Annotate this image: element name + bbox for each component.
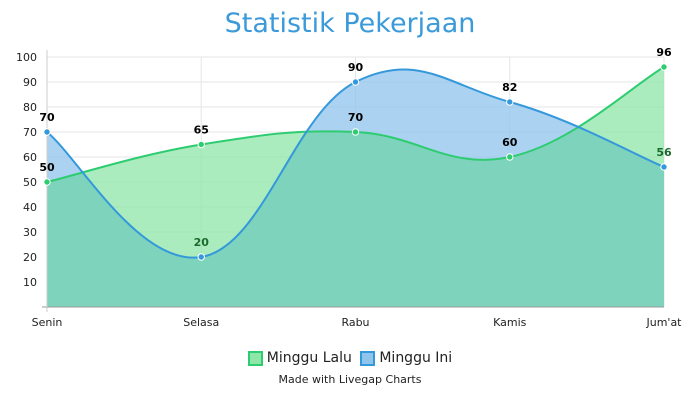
y-tick-label: 100 (16, 51, 37, 64)
y-tick-label: 50 (23, 176, 37, 189)
legend-label-minggu-lalu: Minggu Lalu (266, 350, 352, 366)
x-tick-label: Selasa (183, 316, 219, 329)
y-tick-label: 60 (23, 151, 37, 164)
y-tick-label: 40 (23, 201, 37, 214)
data-point[interactable] (197, 253, 205, 261)
x-tick-label: Jum'at (645, 316, 682, 329)
data-label: 70 (39, 111, 55, 124)
data-label: 90 (348, 61, 364, 74)
data-label: 82 (502, 81, 517, 94)
data-label: 65 (194, 124, 209, 137)
legend-swatch-minggu-ini (360, 350, 376, 366)
data-label: 50 (39, 161, 55, 174)
data-label: 60 (502, 136, 518, 149)
data-label: 20 (194, 236, 210, 249)
legend-item-minggu-lalu[interactable]: Minggu Lalu (247, 350, 352, 366)
data-point[interactable] (351, 128, 360, 136)
data-point[interactable] (506, 153, 514, 161)
data-point[interactable] (43, 178, 51, 186)
series-line (46, 68, 665, 259)
data-point[interactable] (660, 63, 668, 71)
legend-swatch-minggu-lalu (247, 350, 263, 366)
data-label: 56 (656, 146, 672, 159)
y-tick-label: 80 (23, 101, 37, 114)
legend-label-minggu-ini: Minggu Ini (379, 350, 453, 366)
chart-title: Statistik Pekerjaan (224, 8, 476, 39)
chart-credit: Made with Livegap Charts (278, 373, 422, 386)
y-tick-label: 10 (23, 276, 37, 289)
x-tick-label: Kamis (493, 316, 527, 329)
y-tick-label: 90 (23, 76, 37, 89)
data-label: 96 (656, 46, 672, 59)
y-tick-label: 30 (23, 226, 37, 239)
x-tick-label: Senin (32, 316, 63, 329)
data-point[interactable] (43, 128, 51, 136)
x-tick-label: Rabu (341, 316, 369, 329)
data-point[interactable] (351, 78, 360, 86)
data-point[interactable] (506, 98, 514, 106)
y-tick-label: 70 (23, 126, 37, 139)
data-point[interactable] (197, 140, 205, 149)
chart-legend: Minggu Lalu Minggu Ini (0, 350, 700, 370)
data-label: 70 (348, 111, 364, 124)
legend-item-minggu-ini[interactable]: Minggu Ini (360, 350, 452, 366)
data-point[interactable] (660, 163, 668, 171)
y-tick-label: 20 (23, 251, 37, 264)
